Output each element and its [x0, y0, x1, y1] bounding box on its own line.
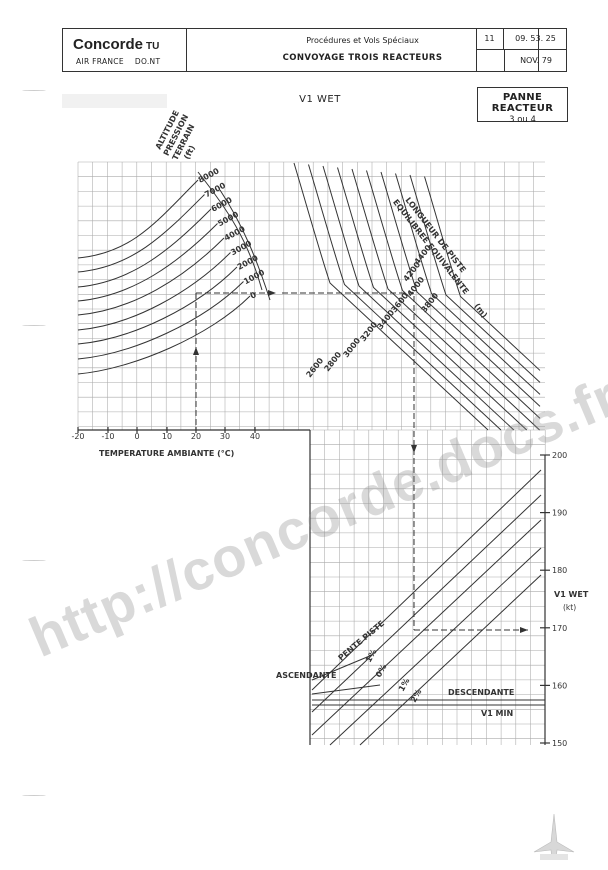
chart-title: V1 WET — [299, 94, 341, 105]
v1-tick-label: 160 — [552, 681, 567, 690]
temperature-tick-label: -10 — [101, 432, 114, 441]
engine-failure-engines: 3 ou 4 — [509, 115, 536, 125]
altitude-curve-label: 0 — [249, 290, 259, 301]
y-axis-title: V1 WET — [554, 590, 589, 599]
reference-row-top: 11 09. 53. 25 — [476, 28, 567, 50]
temperature-limit-curve — [219, 189, 271, 301]
example-path — [282, 292, 415, 630]
punch-hole-mark — [22, 90, 46, 92]
temperature-tick-label: -20 — [71, 432, 84, 441]
reference-grid: 11 09. 53. 25 NOV. 79 — [476, 28, 567, 72]
erased-stamp — [62, 94, 167, 108]
altitude-curve — [77, 179, 199, 259]
runway-length-line — [337, 167, 528, 431]
altitude-curve — [77, 223, 218, 302]
document-header: Concorde TU AIR FRANCE DO.NT Procédures et… — [62, 28, 567, 72]
issue-date: NOV. 79 — [504, 50, 567, 72]
chart-curves: 8000700060005000400030002000100004400420… — [77, 162, 545, 746]
department: DO.NT — [134, 57, 161, 66]
altitude-curve — [77, 237, 225, 316]
temperature-tick-label: 20 — [191, 432, 201, 441]
v1-tick-label: 190 — [552, 509, 567, 518]
reference-row-bottom: NOV. 79 — [476, 50, 567, 72]
altitude-curve — [77, 281, 244, 360]
runway-length-line — [293, 162, 489, 431]
temperature-limit-curve — [197, 171, 263, 291]
punch-hole-mark — [22, 325, 46, 327]
descending-label: DESCENDANTE — [448, 688, 514, 697]
v1-correction-line — [329, 547, 542, 746]
x-axis-title: TEMPERATURE AMBIANTE (°C) — [99, 449, 234, 458]
runway-length-line — [424, 176, 541, 371]
v1-tick-label: 200 — [552, 451, 567, 460]
runway-length-line — [322, 165, 515, 431]
example-arrow — [520, 627, 528, 633]
v1-correction-line — [311, 494, 542, 713]
temperature-tick-label: 0 — [134, 432, 139, 441]
engine-failure-box: PANNE REACTEUR 3 ou 4 — [477, 87, 568, 125]
brand-subtitle: AIR FRANCE DO.NT — [76, 57, 160, 66]
runway-length-line — [351, 168, 540, 431]
runway-length-line — [380, 171, 541, 407]
procedure-label: Procédures et Vols Spéciaux — [306, 36, 419, 45]
slope-percent-label: 1% — [364, 648, 379, 664]
altitude-curve-label-group: 0 — [249, 290, 259, 301]
v1-correction-line — [359, 574, 542, 746]
concorde-logo — [530, 812, 578, 862]
engine-failure-label: PANNE REACTEUR — [491, 92, 554, 114]
y-axis-unit: (kt) — [563, 603, 576, 612]
chart-axes — [77, 427, 550, 745]
chart-tick-labels: -20 -10 0 10 20 30 40 200 190 180 170 160 150 — [71, 432, 567, 748]
altitude-curve — [77, 295, 251, 375]
chart-grid — [77, 161, 546, 745]
altitude-curve — [77, 252, 231, 331]
altitude-curve — [77, 194, 205, 273]
v1-tick-label: 150 — [552, 739, 567, 748]
example-arrow — [411, 445, 417, 453]
revision-number: 11 — [476, 28, 504, 50]
temperature-tick-label: 30 — [220, 432, 230, 441]
altitude-curve — [77, 266, 238, 345]
slope-percent-group: 1% — [397, 677, 412, 693]
reference-code: 09. 53. 25 — [515, 34, 556, 43]
brand-suffix: TU — [146, 41, 160, 52]
v1-tick-label: 180 — [552, 566, 567, 575]
v1-correction-line — [311, 469, 542, 691]
ascending-label: ASCENDANTE — [276, 671, 336, 680]
temperature-tick-label: 40 — [250, 432, 260, 441]
runway-length-line — [308, 164, 502, 431]
v1-min-label: V1 MIN — [481, 709, 513, 718]
runway-length-line — [366, 170, 541, 419]
brand-title: Concorde TU — [73, 36, 159, 53]
example-arrow — [268, 290, 276, 296]
document-title: CONVOYAGE TROIS REACTEURS — [282, 53, 443, 63]
slope-line — [311, 654, 373, 681]
reference-box — [476, 28, 567, 72]
slope-line — [311, 684, 381, 695]
slope-percent-group: 1% — [364, 648, 379, 664]
brand-name: Concorde — [73, 36, 144, 53]
v1-correction-line — [311, 519, 542, 736]
punch-hole-mark — [22, 795, 46, 797]
slope-percent-label: 1% — [397, 677, 412, 693]
temperature-tick-label: 10 — [162, 432, 172, 441]
punch-hole-mark — [22, 560, 46, 562]
v1-tick-label: 170 — [552, 624, 567, 633]
brand-cell: Concorde TU AIR FRANCE DO.NT — [63, 29, 187, 71]
airline: AIR FRANCE — [76, 57, 124, 66]
slope-label: PENTE PISTE — [337, 619, 387, 663]
slope-percent-group: 2% — [409, 688, 424, 704]
slope-percent-label: 2% — [409, 688, 424, 704]
runway-length-line — [409, 174, 541, 383]
runway-length-line — [395, 173, 541, 395]
altitude-curve — [77, 208, 212, 288]
title-cell: Procédures et Vols Spéciaux CONVOYAGE TR… — [187, 29, 539, 71]
example-arrow — [193, 347, 199, 355]
